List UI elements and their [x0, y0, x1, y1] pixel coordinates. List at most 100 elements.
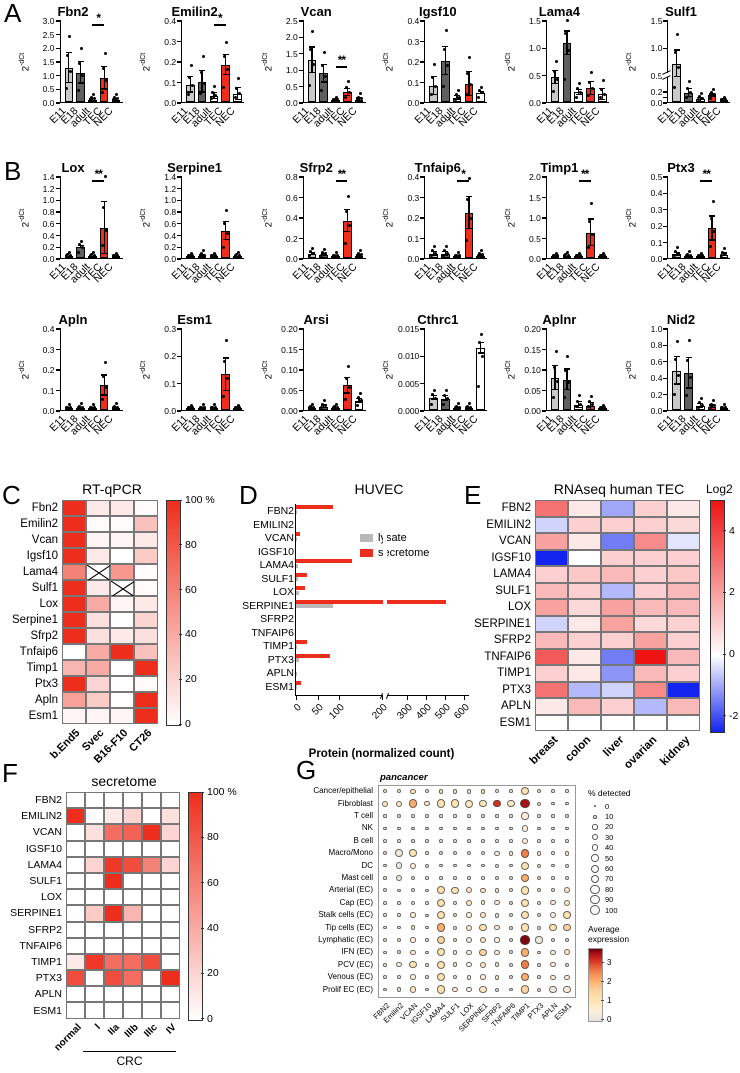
error-bar — [711, 216, 713, 241]
dot — [410, 875, 416, 881]
colorbar-tick-mark — [179, 544, 182, 546]
plot-area — [545, 19, 609, 103]
data-point — [309, 47, 313, 51]
heatmap-cell — [667, 698, 700, 715]
dot — [396, 813, 402, 819]
error-cap — [222, 357, 229, 359]
heatmap-cell — [66, 921, 85, 938]
data-point — [441, 402, 445, 406]
dot — [467, 826, 471, 831]
y-tick-mark — [55, 369, 60, 371]
heatmap-row: LAMA4 — [455, 566, 700, 583]
heatmap-cell — [142, 889, 161, 906]
dot — [425, 938, 429, 942]
error-cap — [552, 82, 559, 84]
dot — [520, 798, 530, 809]
chart-body: 2-dCt 0.0 0.5 1.0 1.5 2.0 2.5 ** — [262, 17, 366, 107]
colorbar — [710, 500, 725, 733]
panel-a-label: A — [4, 0, 22, 28]
data-point — [697, 95, 701, 99]
dotplot-legends: % detected 0 10 20 30 40 50 60 70 80 90 100 Average … — [588, 788, 738, 1024]
colorbar-tick-label: 0 — [207, 1012, 213, 1025]
error-bar — [554, 365, 556, 391]
data-point — [323, 398, 327, 402]
plot-area — [545, 328, 609, 411]
y-axis: 2-dCt 0.0 0.5 1.0 1.5 2.0 — [505, 173, 546, 263]
y-tick-label: 0.3 — [42, 344, 55, 355]
data-point — [237, 251, 241, 255]
pct-legend-item: 0 — [588, 801, 738, 811]
heatmap-row: Vcan — [10, 532, 158, 548]
dot — [508, 850, 514, 856]
y-tick-mark — [298, 85, 303, 88]
heatmap-cell — [62, 564, 86, 580]
heatmap-row: PTX3 — [455, 681, 700, 698]
error-bar — [346, 377, 348, 394]
chart-body: 2-dCt 0.0 0.2 0.4 0.6 0.8 1.0 — [627, 325, 731, 415]
pct-legend-circle-wrap — [588, 854, 602, 862]
rtqpcr-heatmap: Fbn2 Emilin2 Vcan Igsf10 Lama4 Sulf1 Lox Serpin… — [10, 495, 232, 774]
lysate-bar — [296, 563, 298, 568]
colorbar-tick-mark — [723, 653, 726, 655]
heatmap-row-label: EMILIN2 — [21, 810, 62, 823]
dot — [495, 814, 499, 818]
dot — [564, 899, 570, 906]
data-point — [115, 252, 119, 256]
data-point — [465, 92, 469, 96]
error-cap — [101, 200, 108, 202]
pct-legend-circle-icon — [590, 894, 600, 905]
heatmap-cell — [601, 533, 634, 550]
pct-legend-label: 100 — [605, 905, 618, 915]
error-bar — [676, 252, 678, 256]
y-tick-label: 1.5 — [285, 48, 298, 59]
y-tick-label: 0.4 — [407, 172, 420, 182]
dot — [452, 913, 458, 918]
heatmap-cell — [104, 921, 123, 938]
data-point — [116, 405, 120, 409]
heatmap-cell — [66, 856, 85, 873]
data-point — [689, 375, 693, 379]
heatmap-cell — [86, 548, 110, 564]
y-tick-mark — [663, 377, 668, 379]
panel-a-charts: Fbn2 2-dCt 0.0 0.5 1.0 1.5 2.0 2.5 3.0 * E11 E18 adu… — [16, 4, 738, 141]
plot-area — [424, 20, 488, 103]
data-point — [563, 396, 567, 400]
data-point — [721, 98, 725, 101]
heatmap-row-label: VCAN — [32, 826, 62, 839]
data-point — [602, 406, 606, 409]
y-axis: 2-dCt 0.0 0.2 0.4 0.6 0.8 1.0 1.2 1.4 — [19, 173, 60, 263]
x-axis-labels: E11 E18 adult TEC NEC — [48, 259, 116, 297]
dot — [425, 851, 429, 855]
data-point — [468, 401, 472, 405]
data-point — [431, 249, 435, 253]
data-point — [65, 87, 69, 91]
y-tick-label: 0.10 — [281, 365, 298, 375]
dot — [520, 985, 530, 995]
data-point — [430, 93, 434, 97]
error-bar — [225, 54, 227, 76]
bar-chart: Timp1 2-dCt 0.0 0.5 1.0 1.5 2.0 ** E11 E18 adult TE… — [502, 160, 616, 297]
data-point — [564, 369, 568, 373]
error-cap — [199, 254, 206, 256]
error-cap — [563, 30, 570, 32]
heatmap-row: IGSF10 — [455, 549, 700, 566]
error-cap — [587, 218, 594, 220]
dot — [397, 913, 401, 917]
dot — [565, 789, 569, 793]
plot-area: * — [424, 167, 488, 259]
data-point — [226, 67, 230, 71]
dot — [509, 826, 513, 831]
data-point — [321, 251, 325, 255]
error-cap — [465, 70, 472, 72]
error-bar — [68, 256, 70, 258]
y-tick-mark — [663, 20, 668, 22]
error-cap — [344, 231, 351, 233]
heatmap-cell — [568, 566, 601, 583]
dot — [439, 863, 443, 868]
heatmap-col-label: breast — [527, 734, 560, 767]
y-tick-mark — [420, 81, 425, 83]
y-axis-label: 2-dCt — [18, 52, 31, 72]
error-bar — [687, 88, 690, 98]
dot — [439, 826, 443, 831]
x-tick-label: 100 — [327, 702, 347, 722]
